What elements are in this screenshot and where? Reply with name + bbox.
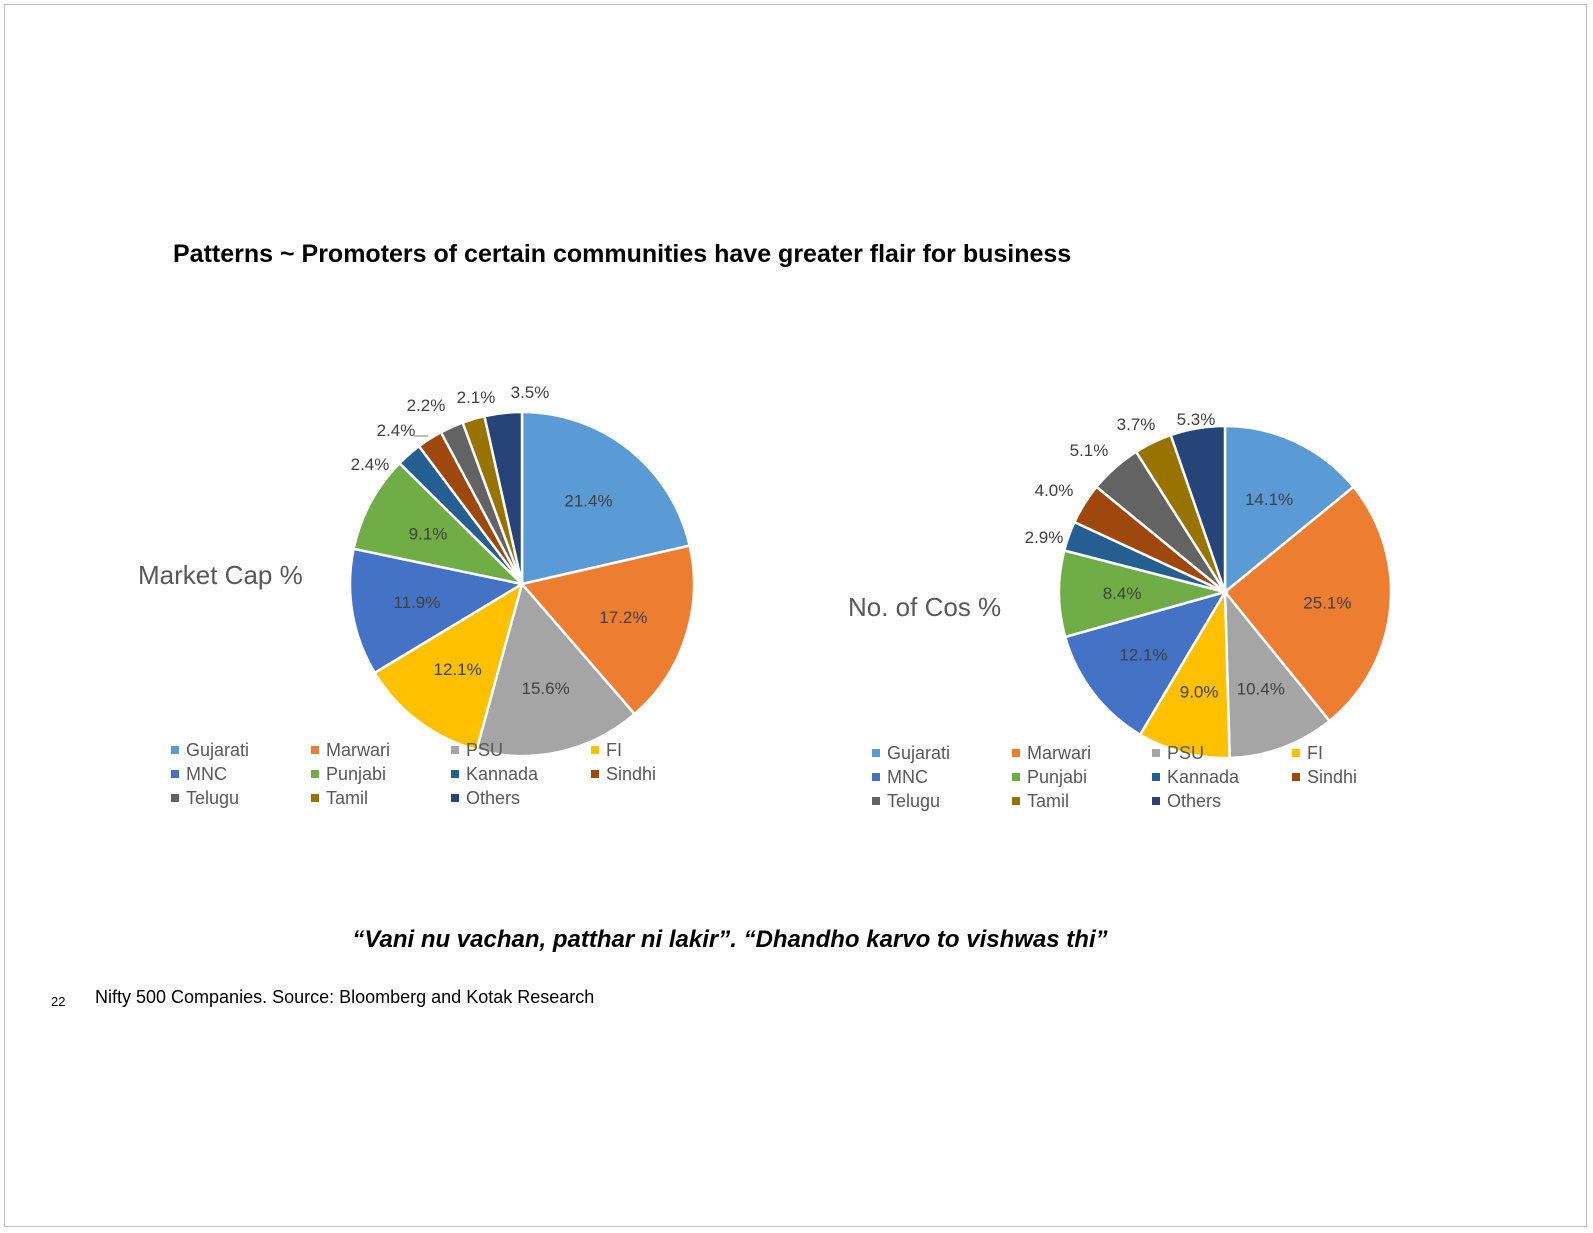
legend-swatch (872, 773, 880, 781)
legend-label: Marwari (1027, 742, 1092, 763)
no-of-cos-legend-item-marwari: Marwari (1012, 743, 1152, 763)
market-cap-legend-item-mnc: MNC (171, 764, 311, 784)
legend-swatch (171, 794, 179, 802)
market-cap-legend-item-marwari: Marwari (311, 740, 451, 760)
no-of-cos-legend-item-punjabi: Punjabi (1012, 767, 1152, 787)
legend-label: Kannada (466, 763, 539, 784)
market-cap-legend: Gujarati Marwari PSU FI MNC Punjabi Kannada Sin… (171, 740, 731, 808)
legend-label: MNC (887, 766, 928, 787)
market-cap-data-label-sindhi: 2.4% (377, 421, 416, 440)
slide-title: Patterns ~ Promoters of certain communit… (173, 240, 1072, 268)
legend-label: Others (466, 787, 521, 808)
legend-label: Kannada (1167, 766, 1240, 787)
market-cap-slice-psu (475, 581, 637, 758)
legend-swatch (1292, 749, 1300, 757)
market-cap-slice-marwari (519, 544, 696, 716)
legend-label: Tamil (326, 787, 369, 808)
market-cap-data-label-mnc: 11.9% (393, 593, 440, 612)
legend-swatch (1012, 749, 1020, 757)
legend-swatch (872, 797, 880, 805)
legend-swatch (311, 770, 319, 778)
no-of-cos-legend-item-tamil: Tamil (1012, 791, 1152, 811)
source-note: Nifty 500 Companies. Source: Bloomberg a… (95, 987, 595, 1007)
market-cap-legend-item-others: Others (451, 788, 591, 808)
market-cap-data-label-gujarati: 21.4% (564, 492, 612, 511)
slide-frame (4, 4, 1587, 1227)
market-cap-data-label-telugu: 2.2% (407, 396, 446, 415)
legend-swatch (171, 746, 179, 754)
market-cap-data-label-kannada: 2.4% (351, 455, 390, 474)
market-cap-legend-item-sindhi: Sindhi (591, 764, 731, 784)
legend-swatch (1152, 773, 1160, 781)
market-cap-legend-item-punjabi: Punjabi (311, 764, 451, 784)
legend-swatch (311, 794, 319, 802)
no-of-cos-legend-item-kannada: Kannada (1152, 767, 1292, 787)
market-cap-legend-item-fi: FI (591, 740, 731, 760)
legend-swatch (872, 749, 880, 757)
legend-label: Punjabi (1027, 766, 1088, 787)
legend-label: Gujarati (186, 739, 250, 760)
legend-swatch (1292, 773, 1300, 781)
market-cap-legend-item-psu: PSU (451, 740, 591, 760)
legend-swatch (1012, 773, 1020, 781)
legend-swatch (591, 770, 599, 778)
market-cap-data-label-marwari: 17.2% (599, 608, 647, 627)
quote-text: “Vani nu vachan, patthar ni lakir”. “Dha… (352, 926, 1108, 953)
market-cap-legend-item-kannada: Kannada (451, 764, 591, 784)
legend-label: Telugu (887, 790, 941, 811)
market-cap-legend-item-gujarati: Gujarati (171, 740, 311, 760)
no-of-cos-legend-item-gujarati: Gujarati (872, 743, 1012, 763)
no-of-cos-legend-item-psu: PSU (1152, 743, 1292, 763)
legend-swatch (1152, 797, 1160, 805)
market-cap-chart-title: Market Cap % (138, 560, 303, 590)
market-cap-slice-mnc (348, 547, 526, 675)
legend-label: Punjabi (326, 763, 387, 784)
market-cap-slice-punjabi (352, 461, 526, 587)
market-cap-legend-item-tamil: Tamil (311, 788, 451, 808)
no-of-cos-legend: Gujarati Marwari PSU FI MNC Punjabi Kannada Sin… (872, 743, 1432, 811)
legend-label: Sindhi (606, 763, 657, 784)
market-cap-data-label-tamil: 2.1% (457, 388, 496, 407)
legend-swatch (171, 770, 179, 778)
no-of-cos-legend-item-sindhi: Sindhi (1292, 767, 1432, 787)
no-of-cos-legend-item-telugu: Telugu (872, 791, 1012, 811)
legend-label: Gujarati (887, 742, 951, 763)
no-of-cos-chart-title: No. of Cos % (848, 592, 1002, 622)
no-of-cos-legend-item-fi: FI (1292, 743, 1432, 763)
market-cap-slice-fi (372, 581, 525, 752)
market-cap-slice-gujarati (520, 410, 692, 586)
market-cap-slice-others (482, 410, 524, 585)
legend-label: Marwari (326, 739, 391, 760)
legend-label: MNC (186, 763, 227, 784)
market-cap-data-label-punjabi: 9.1% (409, 525, 448, 544)
legend-label: Telugu (186, 787, 240, 808)
legend-label: PSU (466, 739, 504, 760)
legend-label: Others (1167, 790, 1222, 811)
legend-label: PSU (1167, 742, 1205, 763)
legend-swatch (451, 770, 459, 778)
legend-swatch (1012, 797, 1020, 805)
legend-label: FI (1307, 742, 1323, 763)
legend-label: Tamil (1027, 790, 1070, 811)
market-cap-data-label-psu: 15.6% (522, 679, 570, 698)
no-of-cos-legend-item-mnc: MNC (872, 767, 1012, 787)
legend-swatch (451, 794, 459, 802)
legend-label: Sindhi (1307, 766, 1358, 787)
legend-swatch (1152, 749, 1160, 757)
legend-swatch (311, 746, 319, 754)
market-cap-legend-item-telugu: Telugu (171, 788, 311, 808)
no-of-cos-legend-item-others: Others (1152, 791, 1292, 811)
page-number: 22 (51, 994, 66, 1009)
legend-swatch (451, 746, 459, 754)
legend-swatch (591, 746, 599, 754)
market-cap-data-label-others: 3.5% (511, 383, 550, 402)
market-cap-data-label-fi: 12.1% (434, 660, 482, 679)
legend-label: FI (606, 739, 622, 760)
